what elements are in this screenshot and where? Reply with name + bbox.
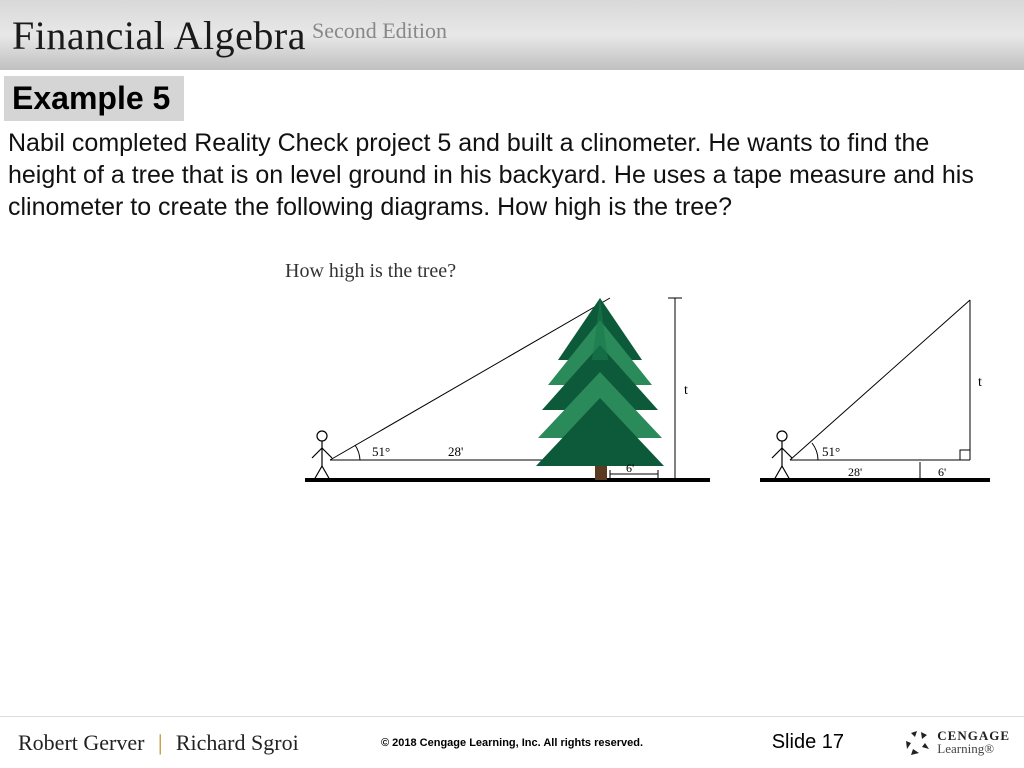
cengage-mark-icon xyxy=(903,729,931,757)
authors: Robert Gerver | Richard Sgroi xyxy=(18,730,299,756)
author-separator: | xyxy=(158,730,162,755)
problem-text: Nabil completed Reality Check project 5 … xyxy=(0,121,1000,223)
slide-number: Slide 17 xyxy=(772,731,844,754)
book-edition: Second Edition xyxy=(312,18,447,44)
angle-label-right: 51° xyxy=(822,444,840,459)
height-label-left: t xyxy=(684,383,688,398)
publisher-logo: CENGAGE Learning® xyxy=(903,729,1010,757)
author-1: Robert Gerver xyxy=(18,730,144,755)
title-banner: Financial Algebra Second Edition xyxy=(0,0,1024,70)
clinometer-diagrams: 51° 28' xyxy=(300,290,1000,510)
stick-figure-left xyxy=(312,431,332,480)
distance-label-left: 28' xyxy=(448,444,463,459)
radius-label-right: 6' xyxy=(938,465,946,479)
stick-figure-right xyxy=(772,431,792,480)
diagram-left: 51° 28' xyxy=(305,298,710,480)
footer: Robert Gerver | Richard Sgroi © 2018 Cen… xyxy=(0,716,1024,768)
diagram-caption: How high is the tree? xyxy=(285,260,456,283)
copyright-text: © 2018 Cengage Learning, Inc. All rights… xyxy=(381,737,643,749)
height-label-right: t xyxy=(978,375,982,390)
diagrams-container: 51° 28' xyxy=(300,290,1000,515)
author-2: Richard Sgroi xyxy=(176,730,299,755)
example-number: Example 5 xyxy=(12,80,170,116)
cengage-logo-text: CENGAGE Learning® xyxy=(937,730,1010,755)
angle-label-left: 51° xyxy=(372,444,390,459)
distance-label-right: 28' xyxy=(848,465,862,479)
book-title: Financial Algebra xyxy=(12,12,306,59)
diagram-right: 51° 28' 6' t xyxy=(760,300,990,480)
tree-icon xyxy=(536,298,664,480)
logo-line-2: Learning® xyxy=(937,743,1010,755)
example-label: Example 5 xyxy=(4,76,184,121)
radius-label-left: 6' xyxy=(626,461,634,475)
